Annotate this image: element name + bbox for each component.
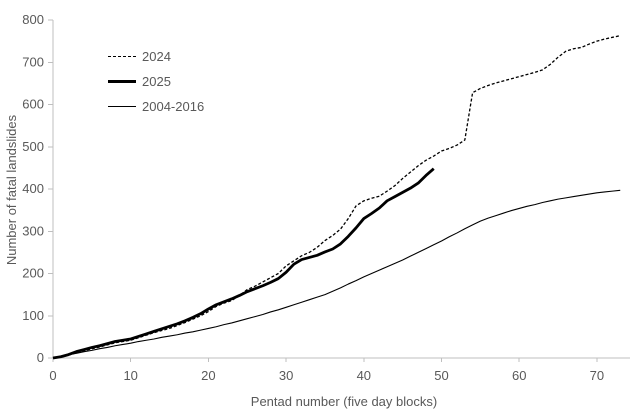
x-tick-label: 50	[434, 368, 448, 383]
y-tick-label: 800	[22, 12, 44, 27]
y-tick-label: 500	[22, 139, 44, 154]
legend: 2024 2025 2004-2016	[108, 44, 204, 119]
x-tick-label: 30	[279, 368, 293, 383]
legend-label-2024: 2024	[142, 49, 171, 64]
y-tick-label: 0	[37, 350, 44, 365]
x-tick-label: 40	[357, 368, 371, 383]
x-tick-label: 10	[123, 368, 137, 383]
legend-swatch-dashed-line	[108, 56, 136, 57]
legend-label-2004-2016: 2004-2016	[142, 99, 205, 114]
x-tick-label: 70	[590, 368, 604, 383]
legend-swatch-thick-line	[108, 80, 136, 83]
x-tick-label: 60	[512, 368, 526, 383]
y-axis-title: Number of fatal landslides	[4, 114, 19, 266]
y-tick-label: 200	[22, 266, 44, 281]
series-line-2025[interactable]	[52, 167, 435, 360]
series-line-2004-2016[interactable]	[52, 189, 621, 359]
y-tick-label: 700	[22, 54, 44, 69]
x-axis-title: Pentad number (five day blocks)	[250, 394, 438, 409]
legend-label-2025: 2025	[142, 74, 171, 89]
y-tick-label: 400	[22, 181, 44, 196]
legend-item-2025[interactable]: 2025	[108, 69, 204, 94]
legend-swatch-thin-line	[108, 106, 136, 107]
legend-item-2024[interactable]: 2024	[108, 44, 204, 69]
x-tick-label: 0	[49, 368, 56, 383]
y-tick-label: 300	[22, 223, 44, 238]
y-tick-label: 600	[22, 97, 44, 112]
legend-item-2004-2016[interactable]: 2004-2016	[108, 94, 204, 119]
x-tick-label: 20	[201, 368, 215, 383]
y-tick-label: 100	[22, 308, 44, 323]
